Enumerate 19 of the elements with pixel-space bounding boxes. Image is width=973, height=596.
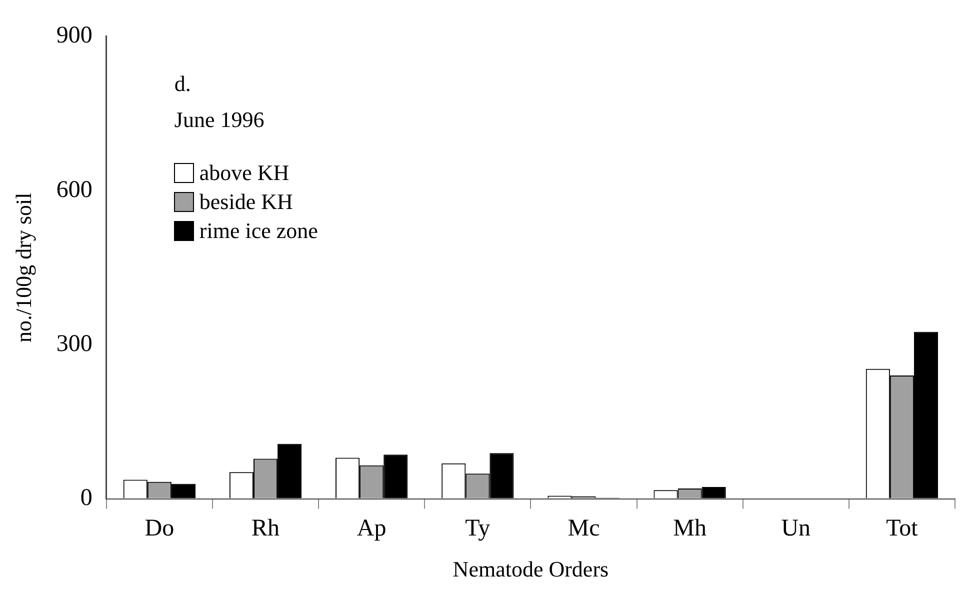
- x-tick-label: Ap: [356, 515, 386, 542]
- y-tick-label: 300: [56, 330, 92, 357]
- y-axis-title: no./100g dry soil: [10, 192, 36, 342]
- x-tick-label: Mh: [673, 515, 706, 542]
- y-tick-label: 0: [80, 485, 92, 512]
- legend-label: beside KH: [199, 188, 293, 216]
- x-tick-label: Un: [781, 515, 811, 542]
- x-tick-label: Rh: [252, 515, 280, 542]
- annotation: d.: [174, 70, 192, 98]
- y-tick-label: 600: [56, 176, 92, 203]
- x-tick-label: Tot: [886, 515, 918, 542]
- legend-label: above KH: [199, 159, 290, 188]
- x-tick-label: Mc: [568, 515, 600, 542]
- y-tick-label: 900: [56, 22, 92, 49]
- annotation: June 1996: [174, 106, 264, 134]
- x-tick-label: Ty: [465, 515, 490, 542]
- legend-label: rime ice zone: [199, 217, 318, 246]
- x-axis-title: Nematode Orders: [452, 556, 609, 582]
- x-tick-label: Do: [144, 515, 174, 542]
